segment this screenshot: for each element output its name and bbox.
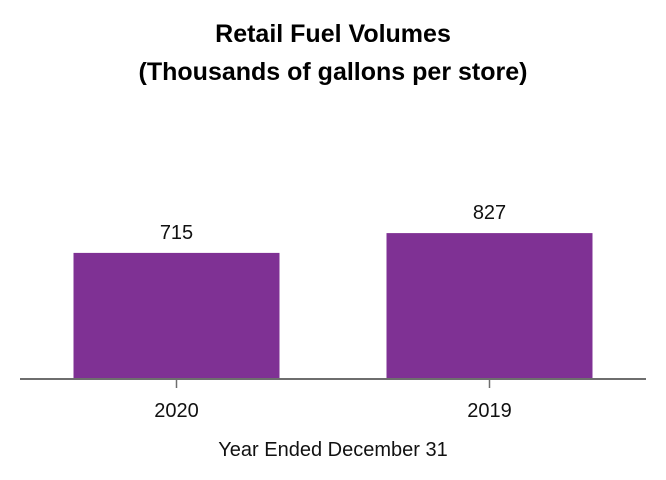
- bar-2020: [73, 252, 280, 379]
- x-tick-label-2020: 2020: [154, 400, 199, 422]
- x-axis-ticks: 2020 2019: [154, 379, 512, 422]
- data-label-2019: 827: [473, 202, 506, 224]
- bar-2019: [386, 233, 593, 379]
- chart-subtitle: (Thousands of gallons per store): [139, 58, 528, 86]
- data-label-2020: 715: [160, 222, 193, 244]
- x-axis-label: Year Ended December 31: [218, 439, 447, 461]
- bars-layer: 715 827: [73, 202, 593, 379]
- chart-title: Retail Fuel Volumes: [215, 20, 451, 48]
- x-tick-label-2019: 2019: [467, 400, 512, 422]
